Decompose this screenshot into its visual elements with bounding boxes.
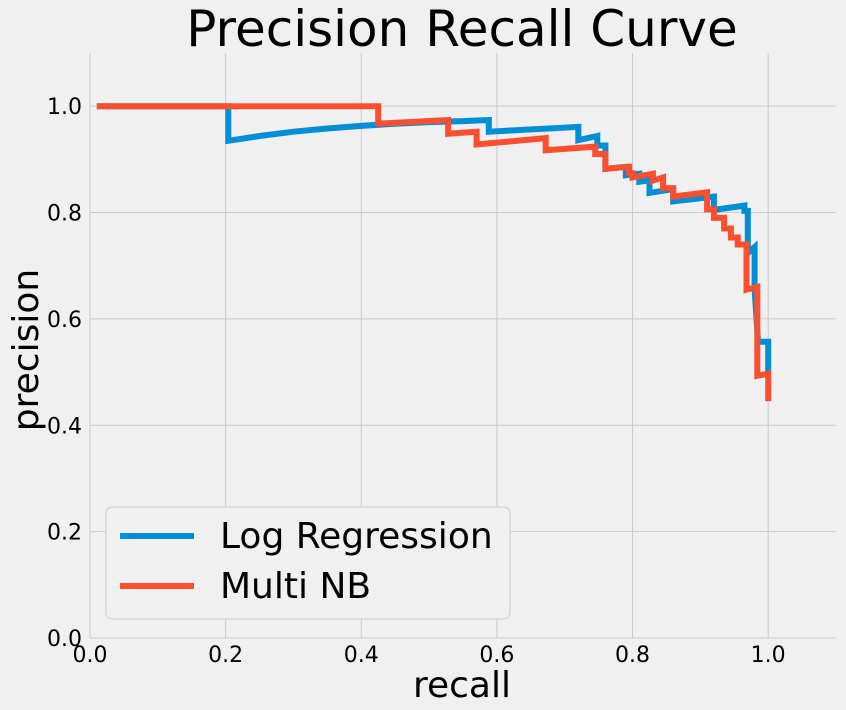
y-tick-label-4: 0.8: [47, 202, 82, 227]
legend: Log Regression Multi NB: [105, 506, 511, 620]
y-tick-label-3: 0.6: [47, 308, 82, 333]
y-tick-label-2: 0.4: [47, 414, 82, 439]
x-tick-label-5: 1.0: [751, 643, 786, 668]
legend-box: [105, 506, 511, 620]
x-tick-label-3: 0.6: [479, 643, 514, 668]
x-tick-label-4: 0.8: [615, 643, 650, 668]
tick-labels: 0.0 0.2 0.4 0.6 0.8 1.0 0.0 0.2 0.4 0.6 0.8 1.0: [47, 95, 786, 668]
x-axis-label: recall: [413, 665, 511, 706]
x-tick-label-2: 0.4: [344, 643, 379, 668]
y-tick-label-1: 0.2: [47, 521, 82, 546]
y-tick-label-5: 1.0: [47, 95, 82, 120]
y-axis-label: precision: [6, 269, 47, 431]
legend-label-multi-nb: Multi NB: [220, 566, 371, 607]
x-tick-label-0: 0.0: [73, 643, 108, 668]
series-line-multi-nb: [96, 103, 772, 402]
y-tick-label-0: 0.0: [47, 627, 82, 652]
x-tick-label-1: 0.2: [208, 643, 243, 668]
chart-title: Precision Recall Curve: [186, 0, 738, 58]
legend-label-log-regression: Log Regression: [220, 516, 493, 557]
series-lines: [96, 103, 772, 402]
